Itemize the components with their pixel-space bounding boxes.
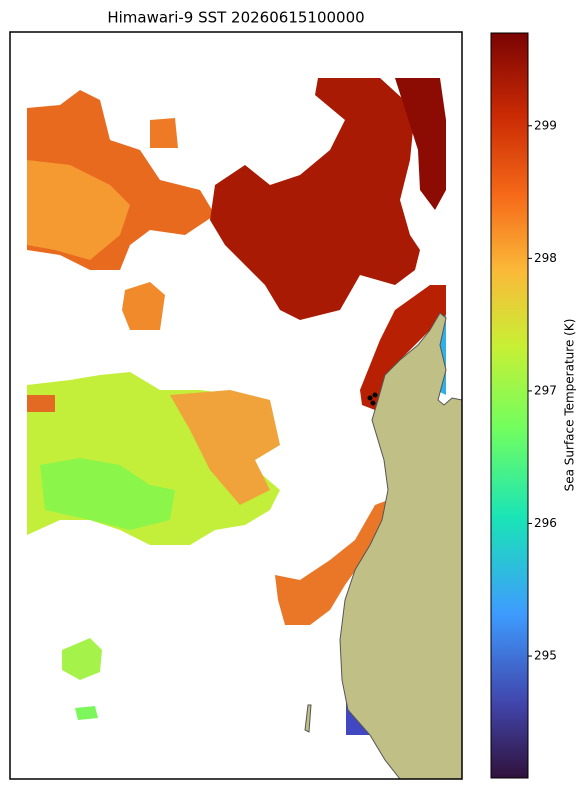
sst-patch [395, 78, 446, 210]
colorbar-label: Sea Surface Temperature (K) [563, 319, 577, 492]
colorbar-tick-label: 296 [534, 516, 557, 530]
sst-patch [275, 500, 388, 625]
sst-patch [170, 390, 280, 505]
island-marker [372, 392, 378, 398]
sst-patch [150, 118, 178, 148]
sst-patch [62, 638, 102, 680]
sst-patch [210, 78, 420, 320]
land [339, 312, 462, 779]
sst-patch [75, 706, 98, 720]
sst-patch [40, 458, 175, 530]
island-marker [367, 395, 373, 401]
colorbar-tick-label: 298 [534, 251, 557, 265]
colorbar-tick-label: 299 [534, 118, 557, 132]
sst-patch [27, 395, 55, 412]
sst-patch [360, 285, 446, 410]
sst-patch [27, 160, 130, 260]
map-frame [9, 31, 463, 780]
colorbar-tick-label: 297 [534, 383, 557, 397]
land [304, 704, 312, 733]
map-title: Himawari-9 SST 20260615100000 [107, 9, 364, 27]
colorbar [490, 32, 529, 779]
island-marker [370, 400, 376, 406]
colorbar-tick-label: 295 [534, 649, 557, 663]
sst-patch [122, 282, 165, 330]
sst-field [27, 78, 462, 779]
